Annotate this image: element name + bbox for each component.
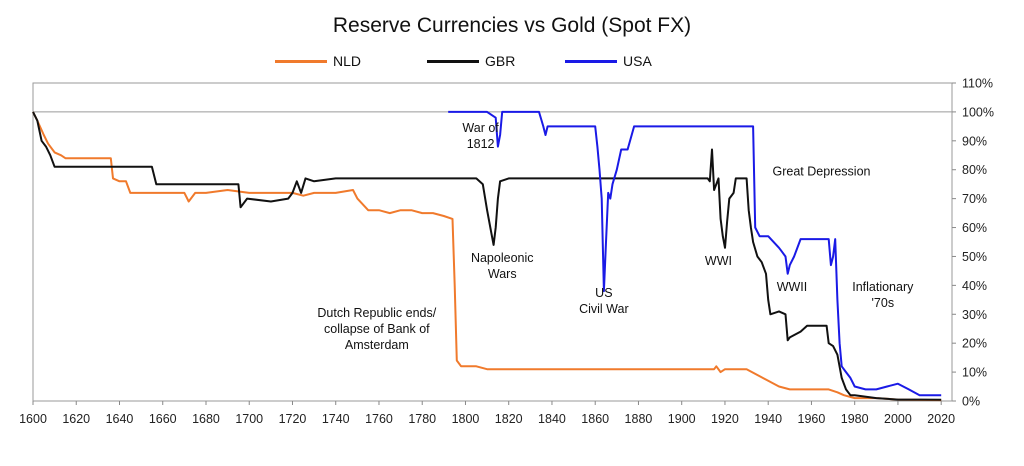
x-tick-label: 1760 bbox=[365, 412, 393, 426]
annotation: Inflationary '70s bbox=[852, 280, 914, 310]
x-tick-label: 1840 bbox=[538, 412, 566, 426]
x-tick-label: 1620 bbox=[62, 412, 90, 426]
x-tick-label: 1740 bbox=[322, 412, 350, 426]
y-tick-label: 100% bbox=[962, 105, 994, 119]
legend-item-gbr: GBR bbox=[427, 53, 515, 69]
y-tick-label: 0% bbox=[962, 395, 980, 409]
legend-label: NLD bbox=[333, 53, 362, 69]
x-tick-label: 2020 bbox=[927, 412, 955, 426]
annotation: Great Depression bbox=[773, 165, 871, 179]
legend-swatch bbox=[427, 59, 479, 63]
series-line-nld bbox=[32, 111, 942, 402]
annotation: US Civil War bbox=[579, 286, 629, 316]
legend-item-nld: NLD bbox=[275, 53, 361, 69]
x-tick-label: 1900 bbox=[668, 412, 696, 426]
x-tick-label: 1700 bbox=[235, 412, 263, 426]
legend: NLD GBR USA bbox=[0, 53, 1024, 73]
x-tick-label: 1780 bbox=[408, 412, 436, 426]
x-tick-label: 1600 bbox=[19, 412, 47, 426]
legend-label: GBR bbox=[485, 53, 516, 69]
series-line-gbr bbox=[32, 111, 942, 401]
x-tick-label: 1680 bbox=[192, 412, 220, 426]
x-tick-label: 1720 bbox=[279, 412, 307, 426]
x-tick-label: 1980 bbox=[841, 412, 869, 426]
y-tick-label: 60% bbox=[962, 221, 987, 235]
x-tick-label: 1820 bbox=[495, 412, 523, 426]
annotation: Napoleonic Wars bbox=[471, 251, 534, 281]
y-tick-label: 110% bbox=[962, 77, 993, 91]
y-tick-label: 90% bbox=[962, 134, 987, 148]
y-tick-label: 10% bbox=[962, 366, 987, 380]
legend-swatch bbox=[275, 59, 327, 63]
x-tick-label: 1660 bbox=[149, 412, 177, 426]
legend-item-usa: USA bbox=[565, 53, 652, 69]
plot-area bbox=[32, 82, 953, 402]
annotation: Dutch Republic ends/collapse of Bank of A… bbox=[317, 306, 436, 352]
y-tick-label: 40% bbox=[962, 279, 987, 293]
y-tick-label: 20% bbox=[962, 337, 987, 351]
chart-title: Reserve Currencies vs Gold (Spot FX) bbox=[332, 14, 692, 37]
y-tick-label: 50% bbox=[962, 250, 987, 264]
annotation: War of 1812 bbox=[462, 121, 499, 151]
legend-swatch bbox=[565, 59, 617, 63]
x-tick-label: 1860 bbox=[581, 412, 609, 426]
x-tick-label: 1880 bbox=[625, 412, 653, 426]
x-tick-label: 1800 bbox=[452, 412, 480, 426]
annotation: WWI bbox=[705, 254, 732, 268]
annotation: WWII bbox=[777, 280, 808, 294]
y-tick-label: 80% bbox=[962, 163, 987, 177]
x-tick-label: 2000 bbox=[884, 412, 912, 426]
x-tick-label: 1920 bbox=[711, 412, 739, 426]
series-line-usa bbox=[448, 110, 942, 397]
y-tick-label: 30% bbox=[962, 308, 987, 322]
y-tick-label: 70% bbox=[962, 192, 987, 206]
x-tick-label: 1960 bbox=[798, 412, 826, 426]
legend-label: USA bbox=[623, 53, 652, 69]
x-tick-label: 1940 bbox=[754, 412, 782, 426]
x-tick-label: 1640 bbox=[106, 412, 134, 426]
